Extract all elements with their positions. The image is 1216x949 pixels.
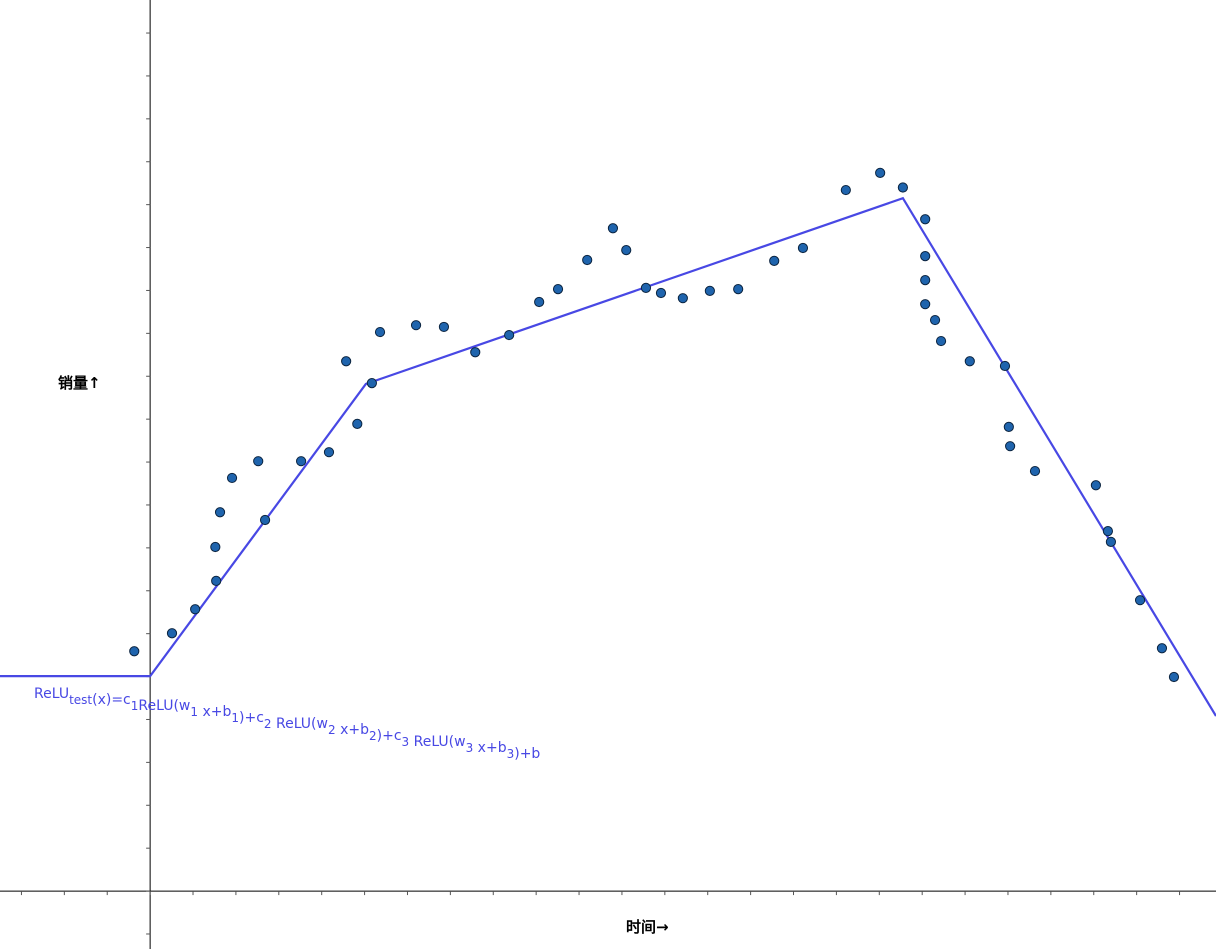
formula-subscript: 3 <box>402 735 410 749</box>
data-point <box>640 282 652 293</box>
formula-label: ReLUtest(x)=c1ReLU(w1 x+b1)+c2 ReLU(w2 x… <box>34 686 540 762</box>
data-point <box>341 356 352 367</box>
formula-text: )+c <box>239 710 264 726</box>
y-axis-label: 销量↑ <box>58 374 101 392</box>
formula-subscript: test <box>69 693 92 707</box>
formula-subscript: 3 <box>507 747 515 761</box>
data-point <box>210 541 221 553</box>
data-point <box>410 320 422 331</box>
data-point <box>323 447 335 458</box>
data-point <box>534 296 545 308</box>
data-point <box>1090 480 1102 491</box>
data-point <box>1156 643 1168 654</box>
data-point <box>438 321 450 333</box>
formula-text: x+b <box>473 740 506 756</box>
data-point <box>214 507 226 518</box>
data-point <box>129 646 140 657</box>
data-point <box>875 167 886 178</box>
formula-subscript: 3 <box>466 741 474 755</box>
formula-text: x+b <box>336 722 369 738</box>
data-point <box>1168 671 1180 683</box>
data-point <box>552 284 564 295</box>
data-point <box>296 456 307 467</box>
data-point <box>1003 421 1014 432</box>
data-point <box>166 628 178 639</box>
data-point <box>211 575 222 586</box>
data-point <box>920 299 931 310</box>
data-point <box>190 604 201 615</box>
relu-line <box>0 196 1216 717</box>
data-point <box>1102 526 1114 537</box>
formula-subscript: 2 <box>264 717 272 731</box>
formula-text: ReLU(w <box>138 698 190 714</box>
data-point <box>226 472 238 484</box>
data-point <box>840 184 851 196</box>
data-point <box>504 329 515 341</box>
data-point <box>352 418 363 429</box>
data-point <box>733 284 744 295</box>
data-point <box>920 251 931 262</box>
data-point <box>935 335 947 347</box>
data-point <box>769 255 780 266</box>
data-point <box>366 378 377 389</box>
formula-text: x+b <box>198 704 231 720</box>
data-point <box>1134 595 1146 606</box>
formula-text: )+c <box>377 728 402 744</box>
data-point <box>704 285 715 296</box>
data-point <box>374 326 386 338</box>
formula-text: ReLU(w <box>409 734 465 750</box>
data-point <box>582 254 593 266</box>
data-point <box>470 347 481 358</box>
data-point <box>655 287 667 299</box>
data-point <box>920 275 931 286</box>
formula-text: ReLU(w <box>272 716 328 732</box>
data-point <box>920 214 931 225</box>
data-point <box>1105 536 1117 547</box>
data-point <box>677 293 688 304</box>
formula-text: (x)=c <box>92 692 131 708</box>
formula-text: ReLU <box>34 686 69 702</box>
data-point <box>607 223 619 234</box>
formula-subscript: 2 <box>369 729 377 743</box>
data-point <box>929 314 941 326</box>
formula-subscript: 2 <box>328 723 336 737</box>
data-point <box>999 360 1011 372</box>
x-axis-label: 时间→ <box>626 918 669 936</box>
data-point <box>1005 441 1016 452</box>
data-point <box>897 182 908 193</box>
data-point <box>797 242 809 254</box>
formula-subscript: 1 <box>231 711 239 725</box>
data-point <box>621 245 632 256</box>
data-point <box>253 456 264 467</box>
formula-subscript: 1 <box>190 705 198 719</box>
formula-text: )+b <box>514 746 540 762</box>
data-point <box>1029 465 1041 477</box>
formula-subscript: 1 <box>131 699 139 713</box>
data-point <box>259 514 271 526</box>
data-point <box>964 356 975 367</box>
